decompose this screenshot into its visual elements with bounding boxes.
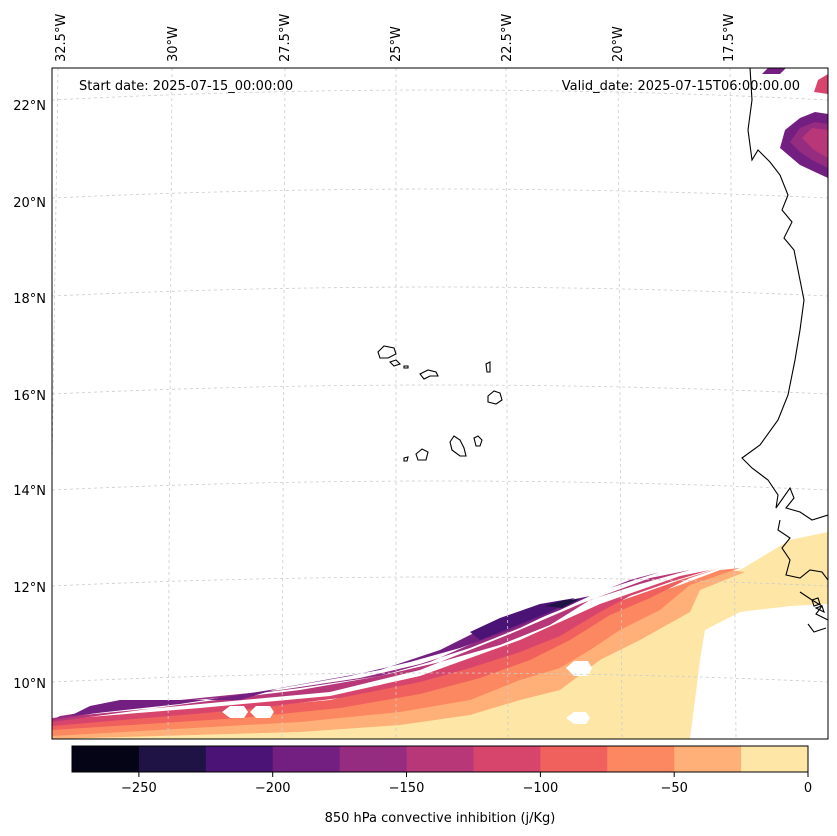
island-maio: [473, 435, 483, 447]
lon-label: 20°W: [611, 26, 626, 62]
start-date-annotation: Start date: 2025-07-15_00:00:00: [79, 79, 293, 94]
colorbar-segment: [540, 746, 608, 772]
missing-hole: [250, 706, 274, 718]
island-bijagos: [811, 597, 821, 607]
island-santa-luzia: [403, 365, 409, 369]
colorbar-tick-label: −100: [523, 781, 559, 796]
island-sao-nicolau: [419, 369, 439, 380]
colorbar-segment: [138, 746, 207, 772]
cin-patch-top-right: [814, 74, 828, 94]
cin-patch-top-right: [802, 128, 828, 158]
lon-label: 30°W: [166, 26, 181, 62]
colorbar-tick-label: −250: [121, 781, 157, 796]
lon-label: 25°W: [389, 26, 404, 62]
missing-hole: [566, 712, 590, 724]
colorbar-segment: [339, 746, 408, 772]
colorbar-segment: [72, 746, 140, 772]
colorbar-segment: [741, 746, 809, 772]
lon-gridline: [505, 68, 509, 739]
lat-gridline: [52, 576, 828, 587]
lat-label: 18°N: [13, 292, 46, 307]
colorbar-segment: [406, 746, 474, 772]
lat-label: 14°N: [13, 484, 46, 499]
island-bijagos: [814, 605, 825, 614]
lat-gridline: [52, 89, 828, 101]
colorbar-tick-label: −150: [389, 781, 425, 796]
lon-label: 27.5°W: [278, 14, 293, 62]
island-boa-vista: [487, 390, 503, 405]
lat-gridline: [52, 286, 828, 297]
colorbar-tick-label: 0: [804, 781, 812, 796]
missing-hole: [566, 661, 592, 676]
lat-label: 20°N: [13, 196, 46, 211]
cin-filled-contours: [52, 68, 828, 739]
missing-hole: [222, 706, 248, 718]
lat-label: 12°N: [13, 581, 46, 596]
colorbar: [72, 746, 809, 772]
cin-patch-top-right: [762, 68, 786, 74]
colorbar-segment: [674, 746, 742, 772]
missing-region: [690, 604, 828, 739]
colorbar-tick-label: −200: [255, 781, 291, 796]
colorbar-label: 850 hPa convective inhibition (j/Kg): [325, 811, 556, 826]
lat-gridline: [52, 672, 828, 683]
lon-gridline: [167, 68, 173, 739]
cin-band-200-to-225: [470, 598, 575, 640]
valid-date-annotation: Valid_date: 2025-07-15T06:00:00.00: [562, 79, 800, 94]
island-fogo: [415, 448, 429, 461]
cin-band-75-to-100: [52, 568, 720, 730]
colorbar-ticks: −250 −200 −150 −100 −50 0: [121, 772, 812, 796]
lon-label: 32.5°W: [54, 14, 69, 62]
cin-band-225-to-250: [545, 599, 580, 608]
island-santo-antao: [377, 345, 397, 359]
lat-gridline: [52, 384, 828, 395]
island-santiago: [449, 435, 467, 457]
cin-band-0-to-25: [52, 532, 828, 739]
colorbar-segment: [607, 746, 675, 772]
lat-label: 16°N: [13, 389, 46, 404]
colorbar-segment: [205, 746, 274, 772]
colorbar-segment: [473, 746, 541, 772]
colorbar-segment: [272, 746, 341, 772]
lon-label: 17.5°W: [722, 14, 737, 62]
map-frame: [51, 67, 829, 740]
lon-gridline: [52, 68, 59, 498]
colorbar-frame: [71, 745, 809, 773]
latitude-labels: 22°N 20°N 18°N 16°N 14°N 12°N 10°N: [13, 99, 46, 692]
lat-label: 22°N: [13, 99, 46, 114]
lon-gridline: [281, 68, 286, 739]
island-brava: [403, 456, 409, 462]
colorbar-tick-label: −50: [660, 781, 687, 796]
island-sal: [485, 361, 491, 373]
lon-label: 22.5°W: [500, 14, 515, 62]
gridlines: [52, 68, 828, 739]
lat-label: 10°N: [13, 677, 46, 692]
island-sao-vicente: [388, 359, 402, 367]
lat-gridline: [52, 188, 828, 199]
africa-coastline: [741, 68, 828, 633]
lon-gridline: [729, 68, 737, 739]
coastlines: [377, 68, 828, 633]
lon-gridline: [617, 68, 623, 739]
longitude-labels: 32.5°W 30°W 27.5°W 25°W 22.5°W 20°W 17.5…: [54, 14, 737, 62]
lat-gridline: [52, 480, 828, 491]
